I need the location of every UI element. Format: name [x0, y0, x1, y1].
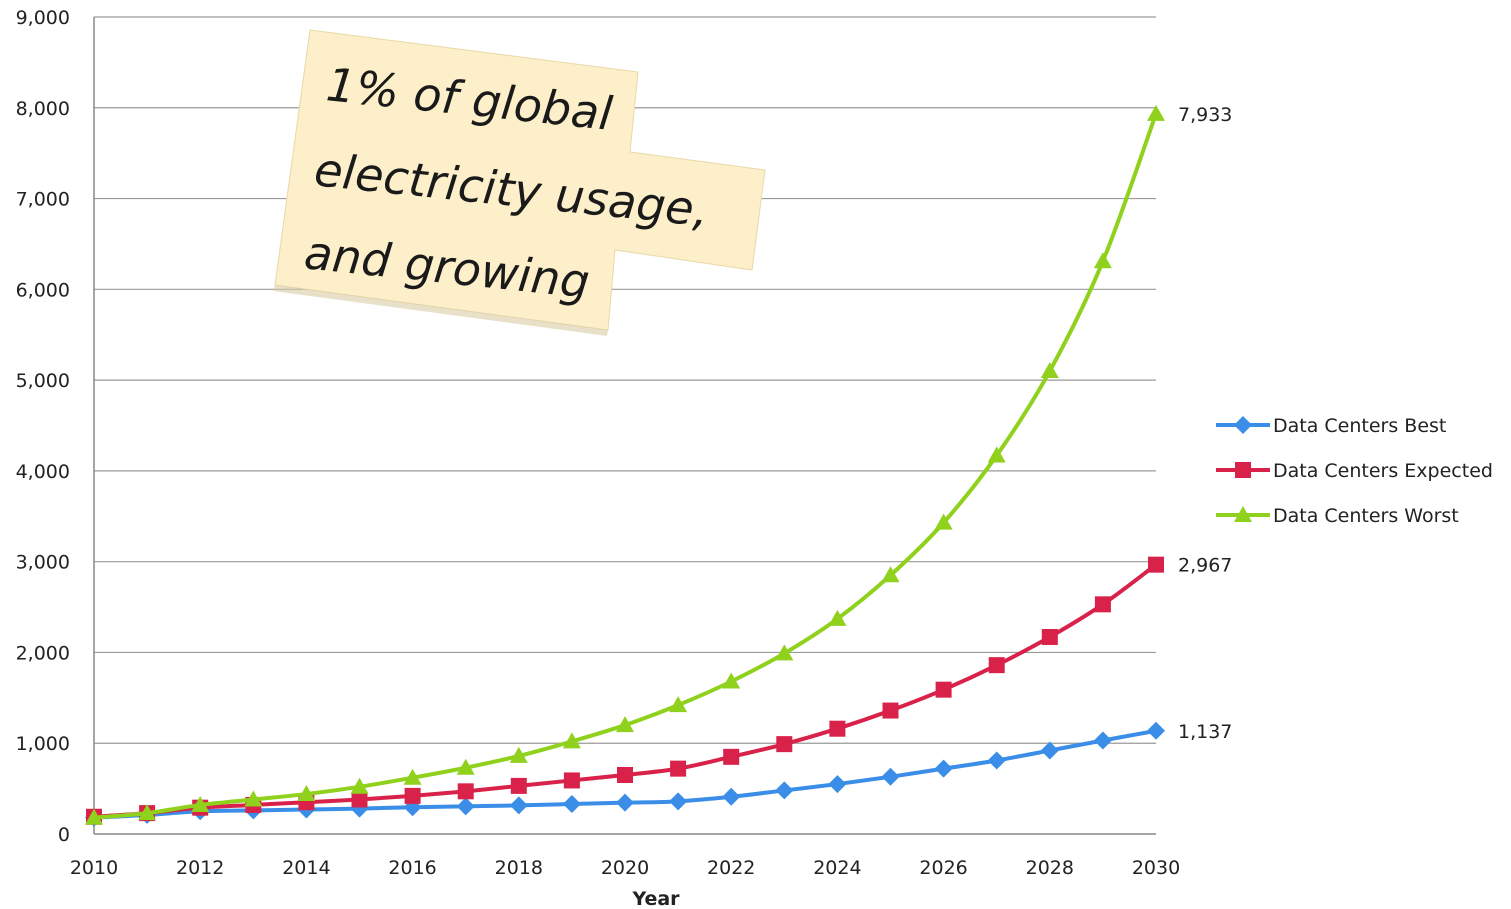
legend-label: Data Centers Best — [1273, 415, 1446, 437]
data-point — [1235, 462, 1251, 478]
data-point — [776, 736, 793, 753]
y-tick-label: 9,000 — [16, 7, 70, 29]
series-data-centers-expected — [86, 556, 1164, 825]
legend-item: Data Centers Worst — [1216, 505, 1459, 527]
data-point — [934, 513, 953, 530]
data-point — [1040, 741, 1059, 760]
series-line — [93, 113, 1158, 820]
data-point — [85, 808, 103, 825]
y-tick-label: 1,000 — [16, 733, 70, 755]
sticky-note-shadow — [273, 285, 608, 336]
series-data-centers-worst — [85, 104, 1165, 825]
y-axis-ticks: 0 1,000 2,000 3,000 4,000 5,000 6,000 7,000 8,00… — [16, 7, 70, 846]
y-tick-label: 8,000 — [16, 98, 70, 120]
x-tick-label: 2018 — [495, 857, 543, 879]
data-point — [1147, 721, 1165, 740]
series-layer — [85, 104, 1165, 827]
x-tick-label: 2010 — [70, 857, 118, 879]
end-value-label: 1,137 — [1178, 721, 1232, 743]
x-tick-label: 2022 — [707, 857, 755, 879]
data-point — [1148, 556, 1164, 573]
data-point — [350, 777, 369, 794]
data-point — [191, 795, 210, 812]
x-tick-label: 2024 — [813, 857, 861, 879]
data-point — [935, 681, 952, 698]
data-point — [297, 785, 316, 802]
data-point — [403, 768, 422, 785]
data-point — [723, 748, 740, 765]
legend: Data Centers Best Data Centers Expected Da… — [1216, 415, 1493, 527]
y-tick-label: 3,000 — [16, 552, 70, 574]
data-point — [509, 746, 528, 763]
data-point — [1094, 596, 1111, 613]
data-point — [562, 795, 581, 814]
end-value-label: 7,933 — [1178, 104, 1232, 126]
data-point — [670, 760, 687, 777]
data-point — [1040, 362, 1059, 379]
legend-label: Data Centers Worst — [1273, 505, 1459, 527]
data-point — [617, 766, 633, 783]
data-point — [1147, 104, 1165, 121]
data-point — [456, 758, 475, 775]
legend-label: Data Centers Expected — [1273, 460, 1493, 482]
y-tick-label: 6,000 — [16, 279, 70, 301]
data-point — [881, 566, 900, 583]
data-point — [1041, 629, 1058, 646]
data-point — [1234, 416, 1252, 434]
data-point — [351, 791, 368, 808]
end-value-label: 2,967 — [1178, 555, 1232, 577]
x-tick-label: 2020 — [601, 857, 649, 879]
data-point — [562, 732, 581, 749]
x-tick-label: 2026 — [919, 857, 967, 879]
end-labels: 1,137 2,967 7,933 — [1178, 104, 1232, 743]
data-point — [244, 790, 263, 807]
data-point — [563, 772, 580, 789]
data-point — [509, 796, 528, 815]
data-point — [828, 609, 847, 626]
legend-item: Data Centers Expected — [1216, 460, 1493, 482]
data-point — [456, 797, 475, 816]
data-point — [722, 672, 741, 689]
data-point — [457, 783, 474, 800]
x-tick-label: 2016 — [388, 857, 436, 879]
data-point — [510, 777, 527, 794]
y-tick-label: 2,000 — [16, 642, 70, 664]
x-axis-title: Year — [631, 888, 680, 909]
x-tick-label: 2030 — [1132, 857, 1180, 879]
y-tick-label: 7,000 — [16, 189, 70, 211]
y-tick-label: 4,000 — [16, 461, 70, 483]
y-tick-label: 5,000 — [16, 370, 70, 392]
legend-item: Data Centers Best — [1216, 415, 1446, 437]
data-point — [882, 702, 899, 719]
x-tick-label: 2028 — [1026, 857, 1074, 879]
data-point — [404, 787, 421, 804]
sticky-note: 1% of global electricity usage, and grow… — [273, 29, 766, 336]
data-point — [987, 751, 1006, 770]
data-point — [1093, 252, 1112, 269]
data-point — [1093, 731, 1112, 750]
data-point — [669, 696, 688, 713]
data-point — [616, 793, 634, 812]
data-point — [616, 716, 634, 733]
data-point — [1234, 506, 1252, 522]
data-point — [987, 446, 1006, 463]
y-tick-label: 0 — [58, 824, 70, 846]
data-point — [934, 759, 953, 778]
data-point — [138, 804, 157, 821]
x-tick-label: 2012 — [176, 857, 224, 879]
data-point — [829, 720, 846, 737]
data-point — [722, 787, 741, 806]
x-axis-ticks: 2010 2012 2014 2016 2018 2020 2022 2024 2026 2028… — [70, 857, 1180, 879]
data-point — [669, 792, 688, 811]
x-tick-label: 2014 — [282, 857, 330, 879]
data-point — [881, 767, 900, 786]
data-point — [828, 775, 847, 794]
data-point — [775, 644, 794, 661]
data-point — [988, 657, 1005, 674]
data-point — [775, 781, 794, 800]
